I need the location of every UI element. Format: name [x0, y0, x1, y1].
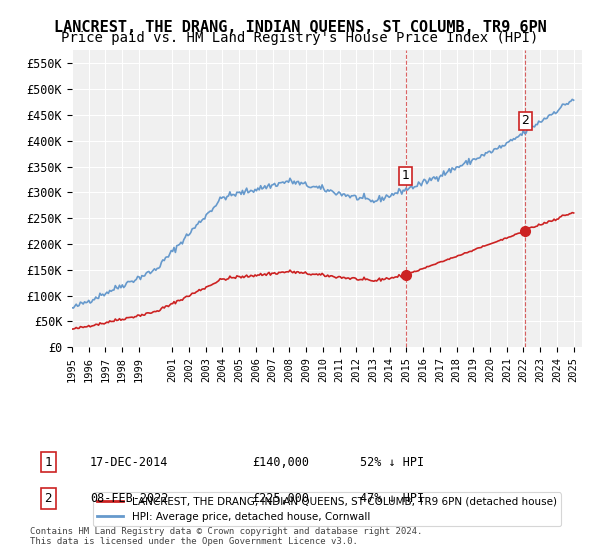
Text: 2: 2: [44, 492, 52, 505]
Text: 17-DEC-2014: 17-DEC-2014: [90, 455, 169, 469]
Text: 47% ↓ HPI: 47% ↓ HPI: [360, 492, 424, 505]
Text: Contains HM Land Registry data © Crown copyright and database right 2024.
This d: Contains HM Land Registry data © Crown c…: [30, 526, 422, 546]
Text: 1: 1: [402, 169, 410, 183]
Text: 52% ↓ HPI: 52% ↓ HPI: [360, 455, 424, 469]
Text: 08-FEB-2022: 08-FEB-2022: [90, 492, 169, 505]
Legend: LANCREST, THE DRANG, INDIAN QUEENS, ST COLUMB, TR9 6PN (detached house), HPI: Av: LANCREST, THE DRANG, INDIAN QUEENS, ST C…: [93, 492, 561, 526]
Text: Price paid vs. HM Land Registry's House Price Index (HPI): Price paid vs. HM Land Registry's House …: [61, 31, 539, 45]
Text: £140,000: £140,000: [252, 455, 309, 469]
Text: 2: 2: [521, 114, 529, 127]
Text: 1: 1: [44, 455, 52, 469]
Text: LANCREST, THE DRANG, INDIAN QUEENS, ST COLUMB, TR9 6PN: LANCREST, THE DRANG, INDIAN QUEENS, ST C…: [53, 20, 547, 35]
Text: £225,000: £225,000: [252, 492, 309, 505]
